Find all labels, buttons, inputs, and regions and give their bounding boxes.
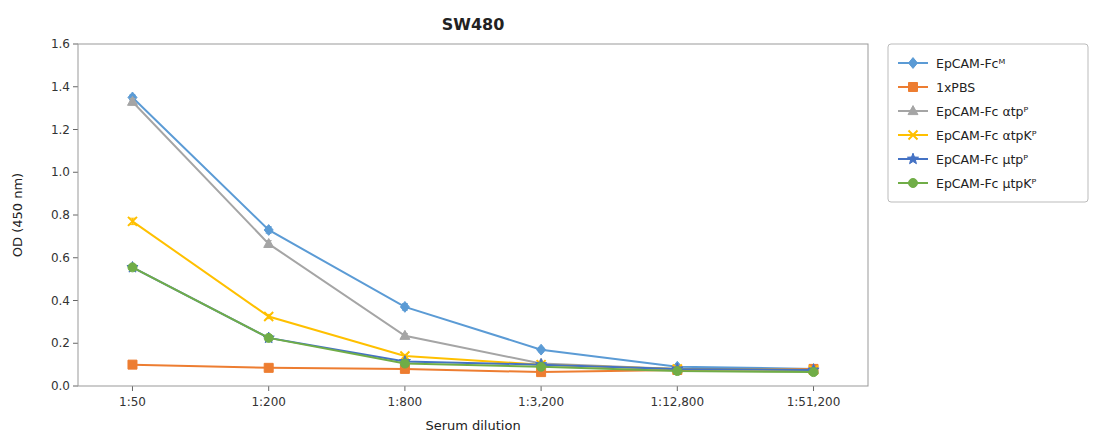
legend-marker [909, 131, 918, 140]
data-point [809, 368, 818, 377]
data-point [128, 263, 137, 272]
data-point [400, 302, 409, 313]
plot-area [127, 92, 819, 377]
series-line [132, 102, 813, 370]
y-tick [73, 343, 78, 344]
y-tick-label: 1.0 [51, 165, 70, 179]
x-tick-label: 1:50 [119, 395, 146, 409]
data-point [264, 238, 274, 247]
y-tick [73, 44, 78, 45]
legend-label: EpCAM-Fc μtpKᴾ [936, 176, 1036, 191]
series-line [132, 267, 813, 372]
x-tick [268, 386, 269, 391]
title: SW480 [442, 15, 505, 34]
series [128, 217, 818, 375]
series-line [132, 267, 813, 370]
x-tick [677, 386, 678, 391]
chart: SW480 0.0 0.2 0.4 0.6 0.8 1.0 1.2 1.4 1.6 1:50 1:20… [0, 0, 1108, 448]
x-tick [132, 386, 133, 391]
x-tick [813, 386, 814, 391]
data-point [128, 96, 138, 105]
y-tick [73, 257, 78, 258]
data-point [128, 217, 137, 226]
y-tick [73, 129, 78, 130]
y-tick-label: 1.6 [51, 37, 70, 51]
y-tick-label: 0.0 [51, 379, 70, 393]
y-tick [73, 300, 78, 301]
data-point [263, 332, 274, 343]
series [127, 262, 819, 375]
y-tick-label: 0.4 [51, 294, 70, 308]
series [128, 92, 818, 374]
x-axis-label: Serum dilution [425, 418, 520, 433]
data-point [537, 344, 546, 355]
y-tick [73, 386, 78, 387]
series [128, 96, 819, 373]
data-point [673, 367, 682, 376]
y-tick [73, 86, 78, 87]
x-tick [404, 386, 405, 391]
x-tick-label: 1:12,800 [650, 395, 704, 409]
x-tick-label: 1:51,200 [787, 395, 841, 409]
legend-frame [888, 44, 1088, 202]
legend-marker [909, 83, 918, 92]
data-point [264, 333, 273, 342]
legend-label: EpCAM-Fc μtpᴾ [936, 152, 1028, 167]
legend-marker [908, 106, 918, 115]
x-tick-label: 1:800 [388, 395, 423, 409]
y-tick-label: 0.8 [51, 208, 70, 222]
legend-label: EpCAM-Fc αtpKᴾ [936, 128, 1037, 143]
legend-marker [909, 58, 918, 69]
data-point [128, 360, 137, 369]
legend: EpCAM-Fcᴹ 1xPBS EpCAM-Fc αtpᴾ EpCAM-Fc αtpK… [888, 44, 1088, 202]
y-tick-label: 1.4 [51, 80, 70, 94]
data-point [264, 225, 273, 236]
data-point [264, 312, 273, 321]
data-point [537, 362, 546, 371]
y-tick-label: 1.2 [51, 123, 70, 137]
data-point [264, 363, 273, 372]
y-tick [73, 215, 78, 216]
data-point [400, 359, 409, 368]
plot-frame [78, 44, 868, 386]
x-tick-label: 1:3,200 [518, 395, 564, 409]
legend-label: 1xPBS [936, 80, 975, 95]
series [128, 263, 818, 377]
data-point [400, 330, 410, 339]
y-tick [73, 172, 78, 173]
legend-marker [909, 179, 918, 188]
series-line [132, 221, 813, 370]
y-tick-label: 0.6 [51, 251, 70, 265]
legend-label: EpCAM-Fc αtpᴾ [936, 104, 1029, 119]
legend-marker [907, 153, 918, 164]
legend-label: EpCAM-Fcᴹ [936, 56, 1005, 71]
x-tick-label: 1:200 [251, 395, 286, 409]
y-tick-label: 0.2 [51, 336, 70, 350]
series-line [132, 97, 813, 368]
x-tick [541, 386, 542, 391]
y-axis-label: OD (450 nm) [10, 173, 25, 257]
